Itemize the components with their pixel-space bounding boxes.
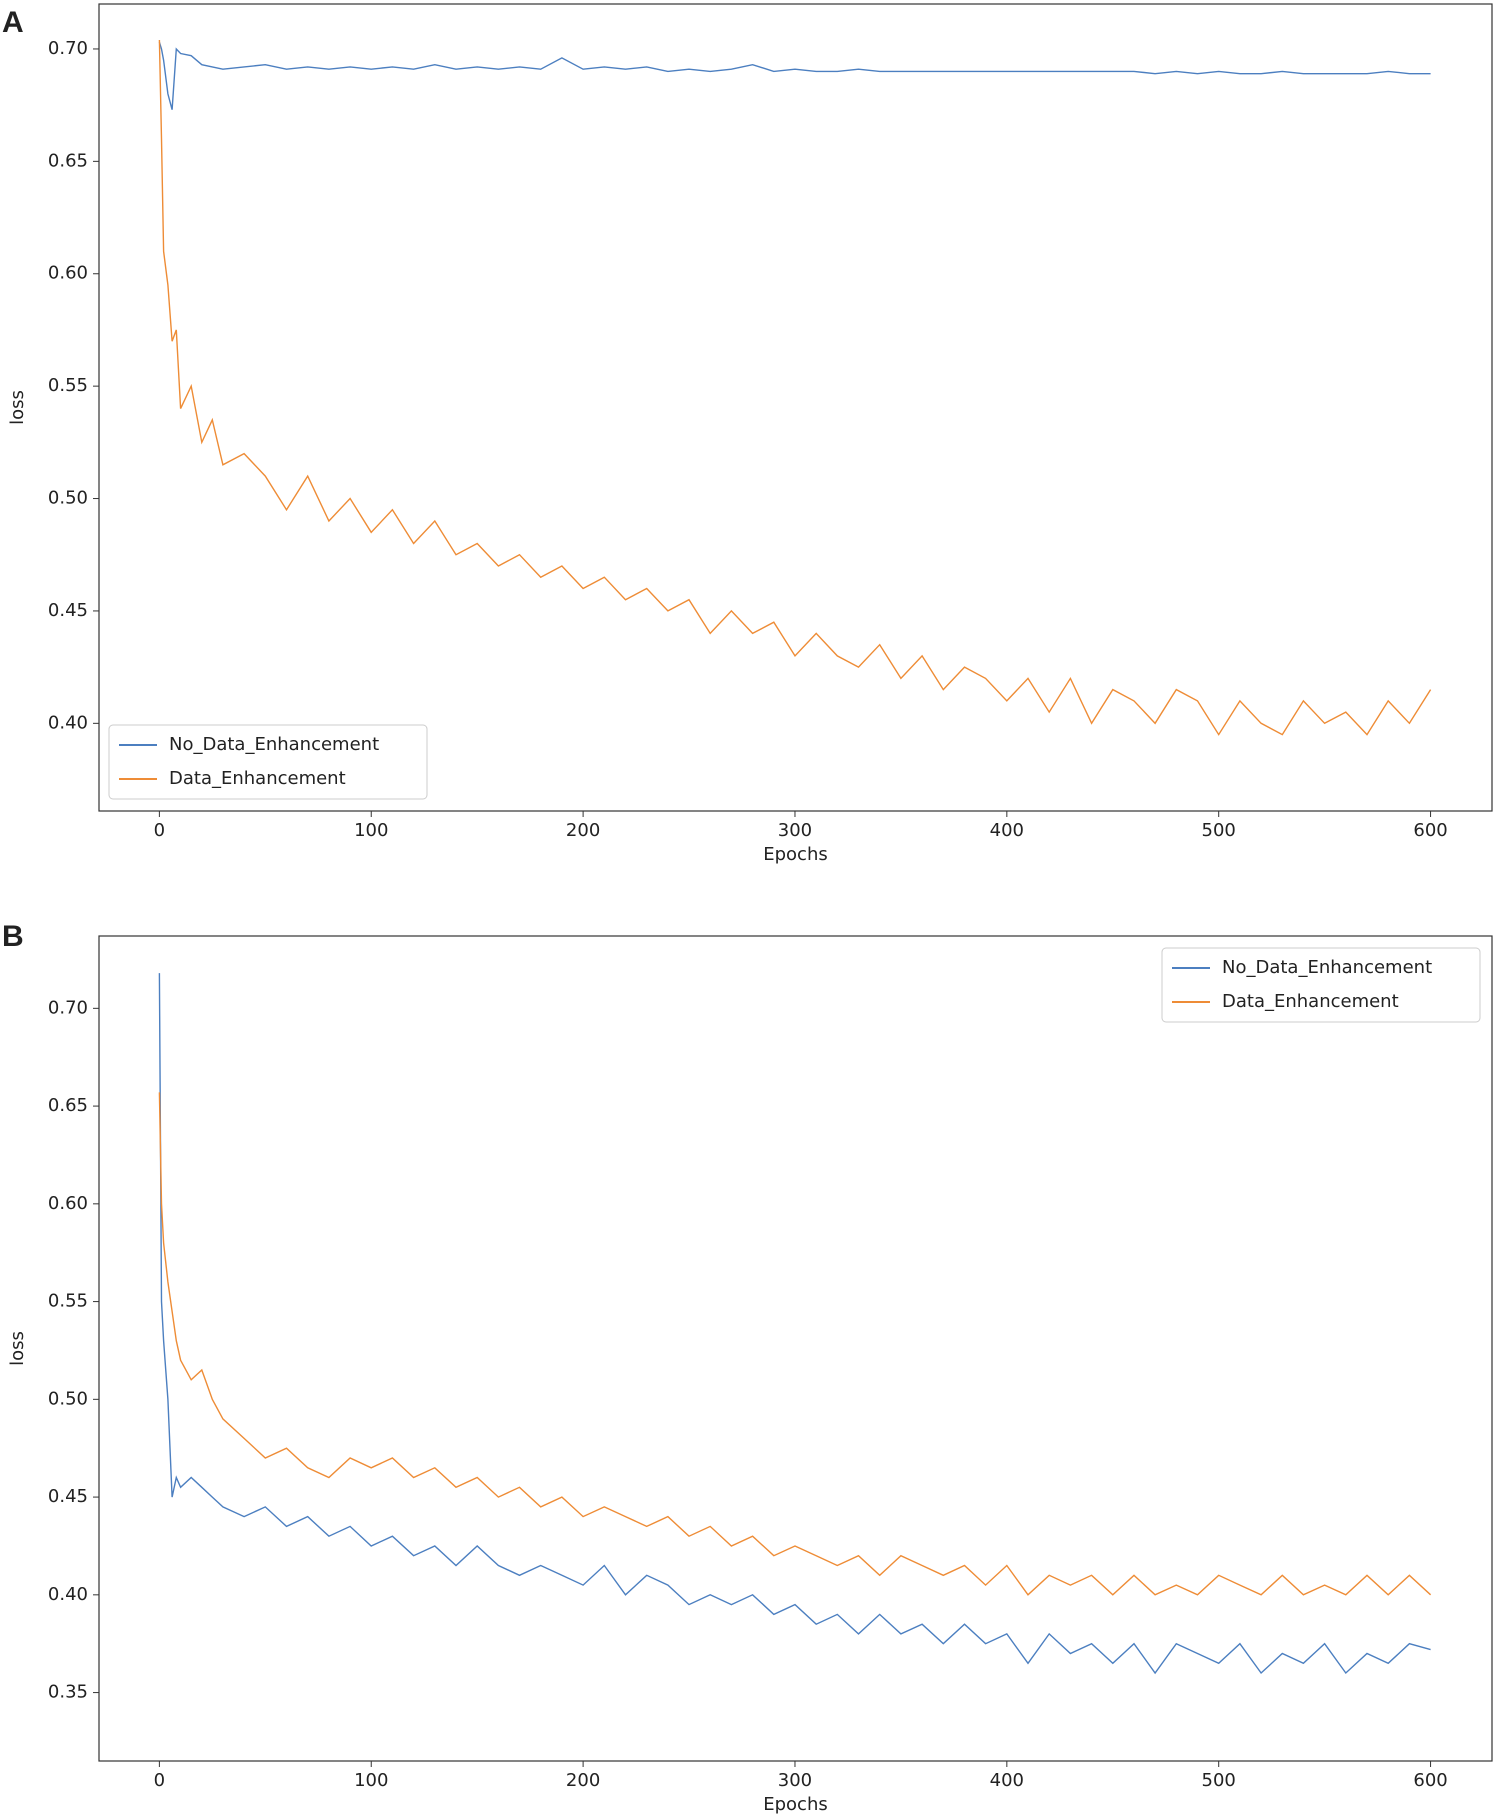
x-tick-label: 100: [354, 820, 388, 841]
y-tick-label: 0.55: [48, 375, 88, 396]
series-line: [158, 973, 1431, 1675]
x-tick-label: 400: [990, 1770, 1024, 1791]
y-tick-label: 0.45: [48, 1486, 88, 1507]
panel-label: A: [2, 6, 24, 39]
panel-label: B: [2, 920, 24, 953]
y-axis-label: loss: [7, 1331, 28, 1366]
y-tick-label: 0.70: [48, 997, 88, 1018]
x-tick-label: 300: [778, 1770, 812, 1791]
y-tick-label: 0.50: [48, 488, 88, 509]
y-tick-label: 0.65: [48, 1095, 88, 1116]
legend-label: Data_Enhancement: [1222, 991, 1399, 1012]
x-tick-label: 200: [566, 820, 600, 841]
x-tick-label: 100: [354, 1770, 388, 1791]
x-axis-label: Epochs: [763, 1794, 828, 1815]
y-axis-label: loss: [7, 390, 28, 425]
y-tick-label: 0.60: [48, 1193, 88, 1214]
x-tick-label: 600: [1413, 1770, 1447, 1791]
plot-frame: [98, 935, 1493, 1762]
y-tick-label: 0.40: [48, 712, 88, 733]
x-tick-label: 0: [154, 1770, 165, 1791]
x-tick-label: 500: [1202, 1770, 1236, 1791]
series-line: [158, 1092, 1432, 1596]
legend-label: Data_Enhancement: [169, 768, 346, 789]
x-tick-label: 300: [778, 820, 812, 841]
y-tick-label: 0.65: [48, 150, 88, 171]
x-tick-label: 500: [1202, 820, 1236, 841]
legend-label: No_Data_Enhancement: [1222, 957, 1432, 978]
legend-box: [108, 724, 428, 800]
y-tick-label: 0.60: [48, 263, 88, 284]
y-tick-label: 0.35: [48, 1682, 88, 1703]
plot-frame: [98, 3, 1493, 812]
series-line: [158, 39, 1432, 736]
x-axis-label: Epochs: [763, 844, 828, 865]
y-tick-label: 0.55: [48, 1291, 88, 1312]
y-tick-label: 0.40: [48, 1584, 88, 1605]
y-tick-label: 0.50: [48, 1388, 88, 1409]
x-tick-label: 600: [1413, 820, 1447, 841]
x-tick-label: 200: [566, 1770, 600, 1791]
y-tick-label: 0.70: [48, 38, 88, 59]
series-line: [158, 41, 1431, 110]
legend-box: [1161, 947, 1481, 1023]
y-tick-label: 0.45: [48, 600, 88, 621]
legend-label: No_Data_Enhancement: [169, 734, 379, 755]
x-tick-label: 0: [154, 820, 165, 841]
x-tick-label: 400: [990, 820, 1024, 841]
